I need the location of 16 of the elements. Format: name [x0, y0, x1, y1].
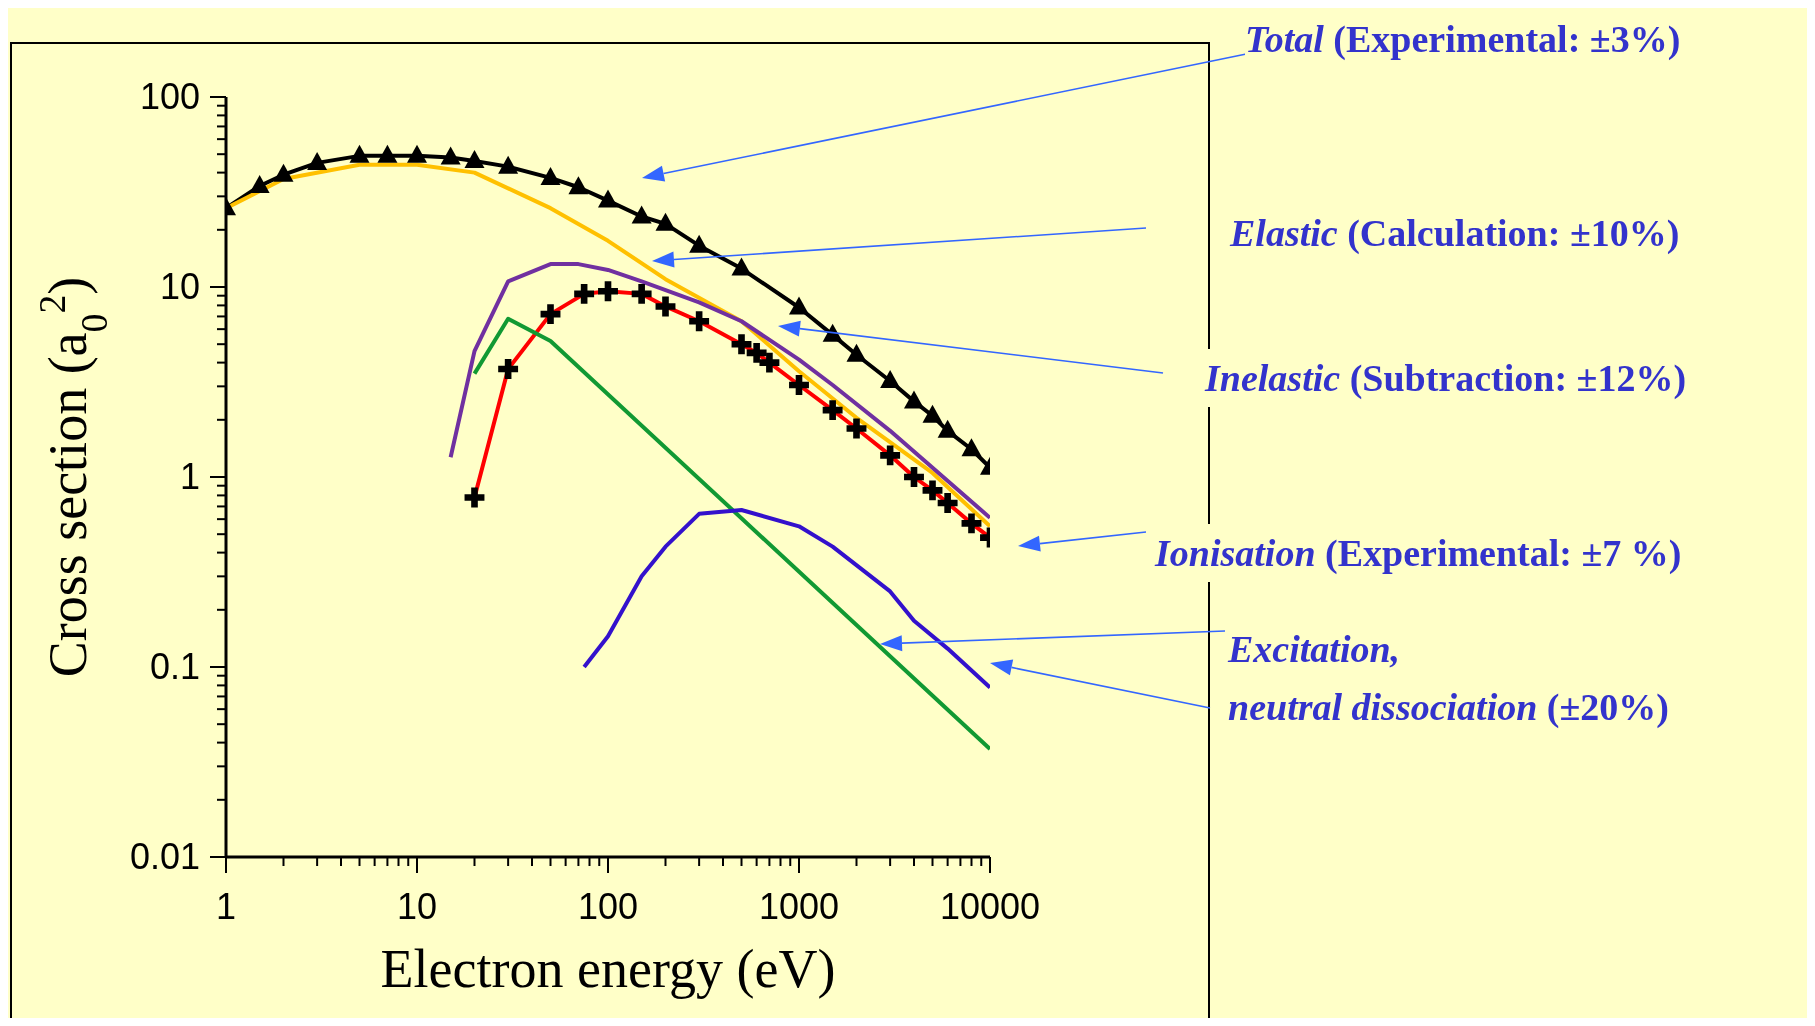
- x-tick-label: 1000: [758, 886, 840, 927]
- x-tick-label: 10: [396, 886, 438, 927]
- y-tick-label: 10: [159, 266, 200, 307]
- y-tick-label: 0.01: [129, 836, 200, 877]
- y-tick-label: 100: [139, 76, 200, 117]
- text: Excitation, neutral dissociation (±20%): [1228, 620, 1670, 736]
- y-tick-label: 1: [179, 456, 200, 497]
- x-tick-label: 100: [577, 886, 639, 927]
- x-tick-label: 10000: [939, 886, 1041, 927]
- text: Elastic (Calculation: ±10%): [1230, 204, 1680, 262]
- text: Total (Experimental: ±3%): [1245, 10, 1681, 68]
- x-tick-label: 1: [215, 886, 237, 927]
- x-axis-title: Electron energy (eV): [380, 939, 836, 999]
- text: Ionisation (Experimental: ±7 %): [1155, 524, 1682, 582]
- text: Inelastic (Subtraction: ±12%): [1205, 349, 1687, 407]
- y-tick-label: 0.1: [149, 646, 200, 687]
